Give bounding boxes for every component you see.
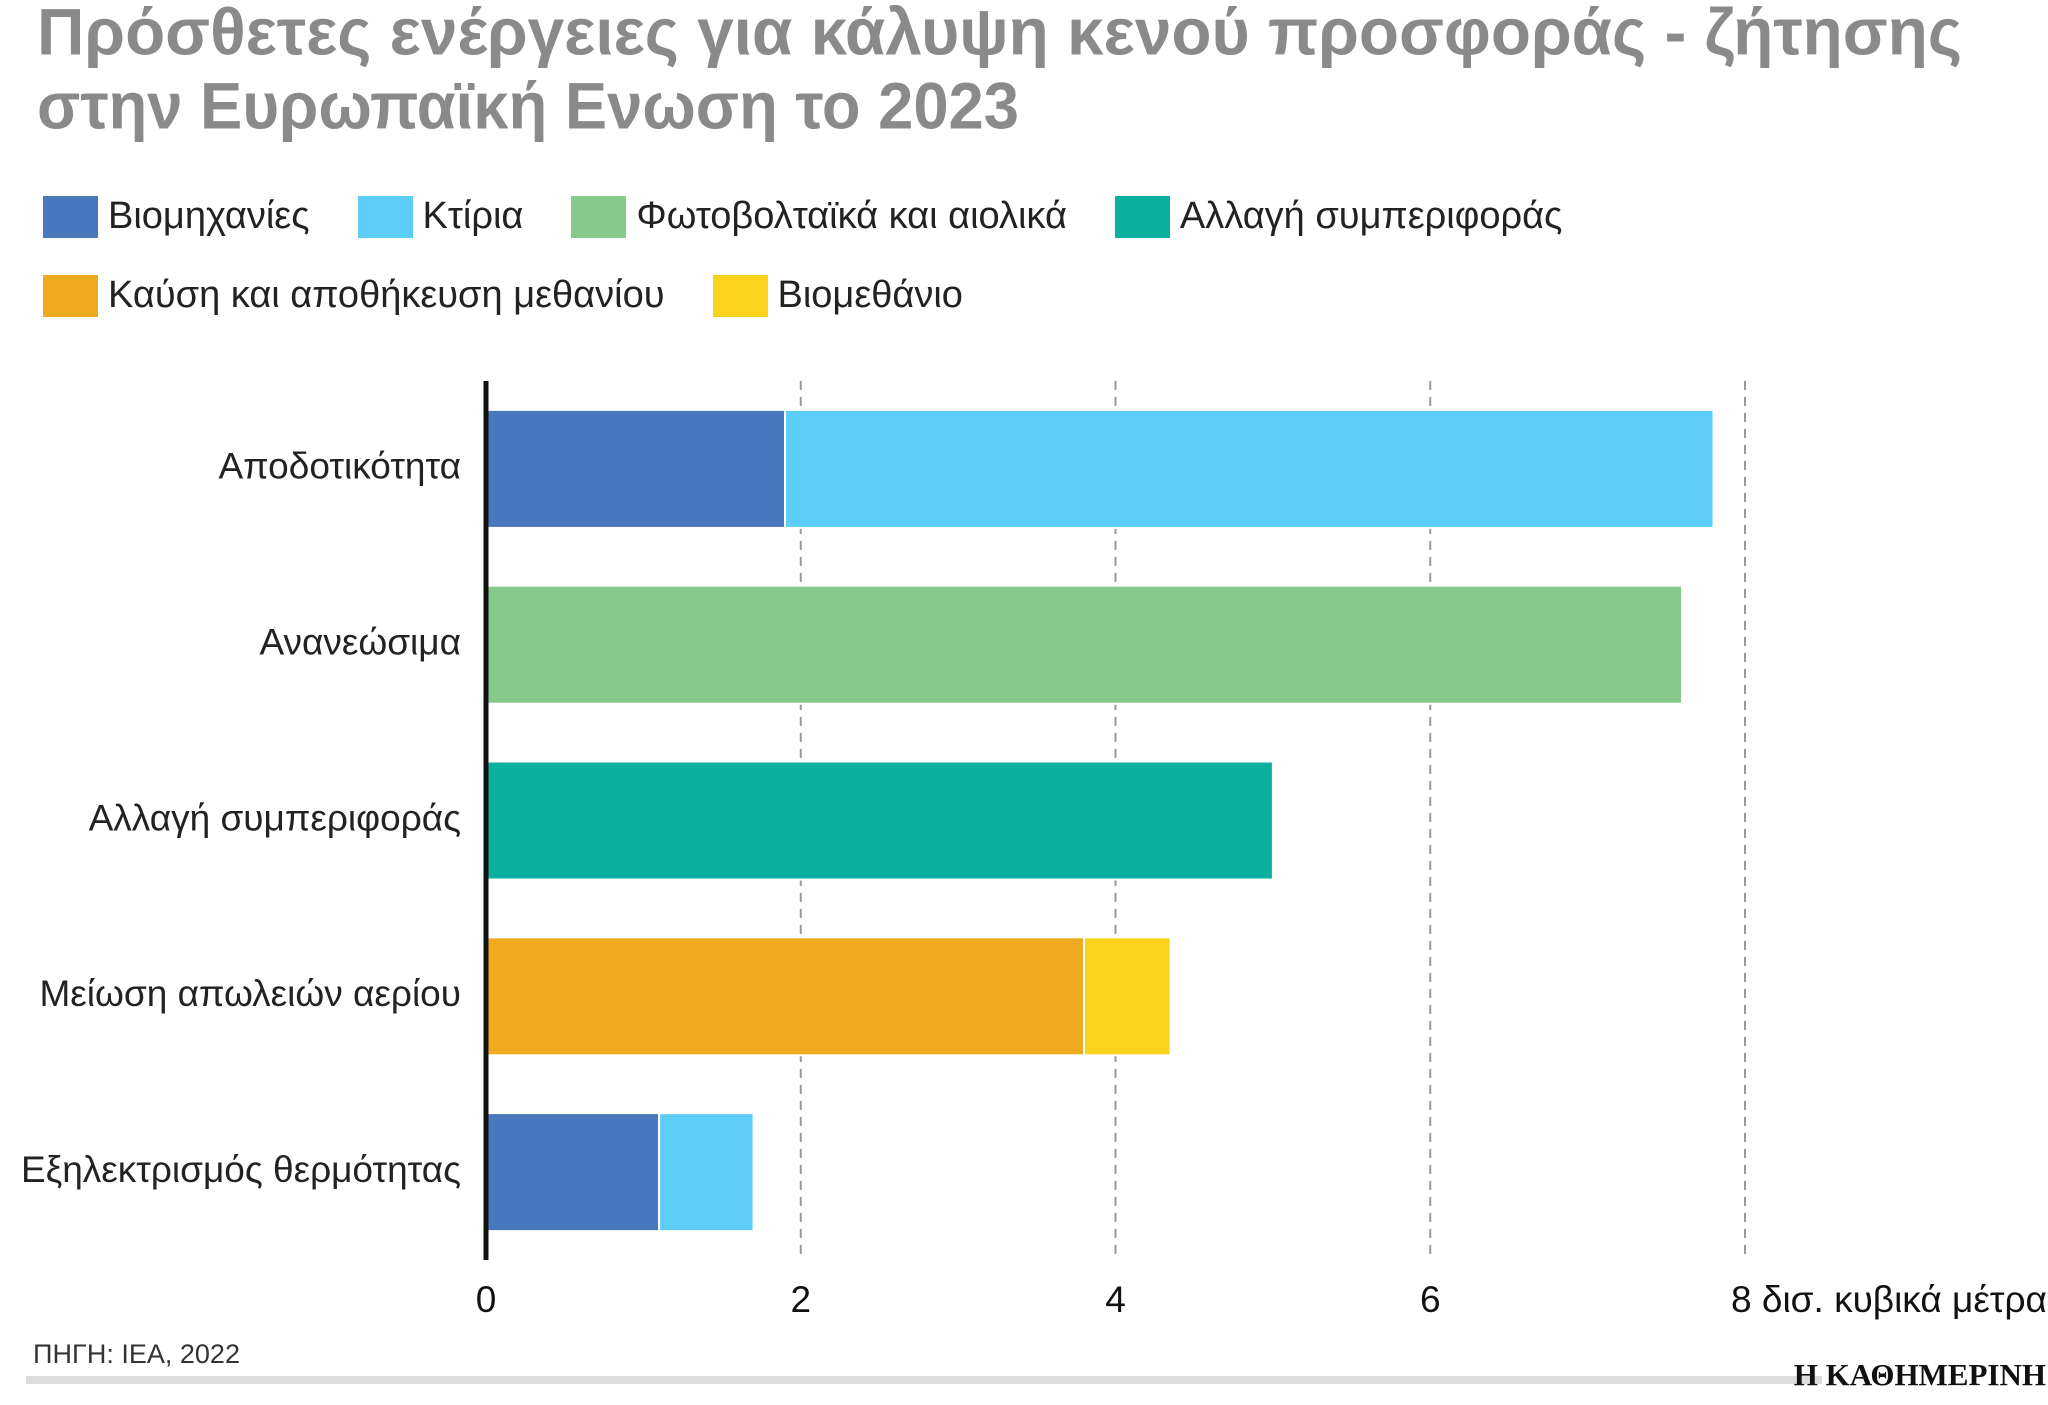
bar-segment (784, 408, 1715, 529)
legend-label: Βιομηχανίες (108, 195, 310, 237)
legend-item: Κτίρια (357, 195, 524, 238)
legend-swatch (357, 195, 413, 238)
bar-segment (1083, 936, 1172, 1057)
x-tick-label: 6 (1420, 1279, 1441, 1320)
bar-segment (485, 1112, 661, 1233)
legend-swatch (1114, 195, 1170, 238)
y-tick-label: Εξηλεκτρισμός θερμότητας (21, 1149, 461, 1190)
publisher-logo: Η ΚΑΘΗΜΕΡΙΝΗ (1794, 1357, 2046, 1392)
legend-item: Βιομηχανίες (43, 195, 310, 238)
y-tick-label: Αποδοτικότητα (218, 446, 461, 487)
x-tick-label: 2 (790, 1279, 811, 1320)
x-tick-label: 8 δισ. κυβικά μέτρα (1731, 1279, 2047, 1320)
bar-segment (485, 760, 1274, 881)
legend-label: Φωτοβολταϊκά και αιολικά (636, 195, 1067, 237)
legend-item: Καύση και αποθήκευση μεθανίου (43, 274, 665, 317)
legend-label: Αλλαγή συμπεριφοράς (1179, 195, 1563, 237)
y-tick-label: Ανανεώσιμα (259, 621, 461, 662)
legend-label: Βιομεθάνιο (777, 274, 963, 316)
bar-segment (485, 584, 1684, 705)
bar-segment (485, 936, 1086, 1057)
bar-segment (485, 408, 787, 529)
legend: Βιομηχανίες Κτίρια Φωτοβολταϊκά και αιολικ… (43, 195, 1623, 317)
legend-swatch (43, 274, 98, 317)
y-tick-label: Αλλαγή συμπεριφοράς (89, 797, 461, 838)
source: ΠΗΓΗ: IEA, 2022 (33, 1339, 240, 1369)
legend-label: Κτίρια (422, 195, 524, 237)
legend-item: Φωτοβολταϊκά και αιολικά (571, 195, 1067, 238)
legend-item: Βιομεθάνιο (712, 274, 963, 317)
bar-segment (658, 1112, 755, 1233)
legend-item: Αλλαγή συμπεριφοράς (1114, 195, 1563, 238)
legend-swatch (43, 195, 98, 238)
chart-title: Πρόσθετες ενέργειες για κάλυψη κενού προ… (37, 0, 1962, 68)
x-tick-label: 4 (1105, 1279, 1126, 1320)
legend-label: Καύση και αποθήκευση μεθανίου (108, 274, 665, 316)
chart-title: στην Ευρωπαϊκή Ενωση το 2023 (37, 68, 1019, 142)
y-tick-label: Μείωση απωλειών αερίου (39, 973, 461, 1014)
legend-swatch (712, 274, 768, 317)
x-tick-label: 0 (476, 1279, 497, 1320)
legend-swatch (571, 195, 627, 238)
